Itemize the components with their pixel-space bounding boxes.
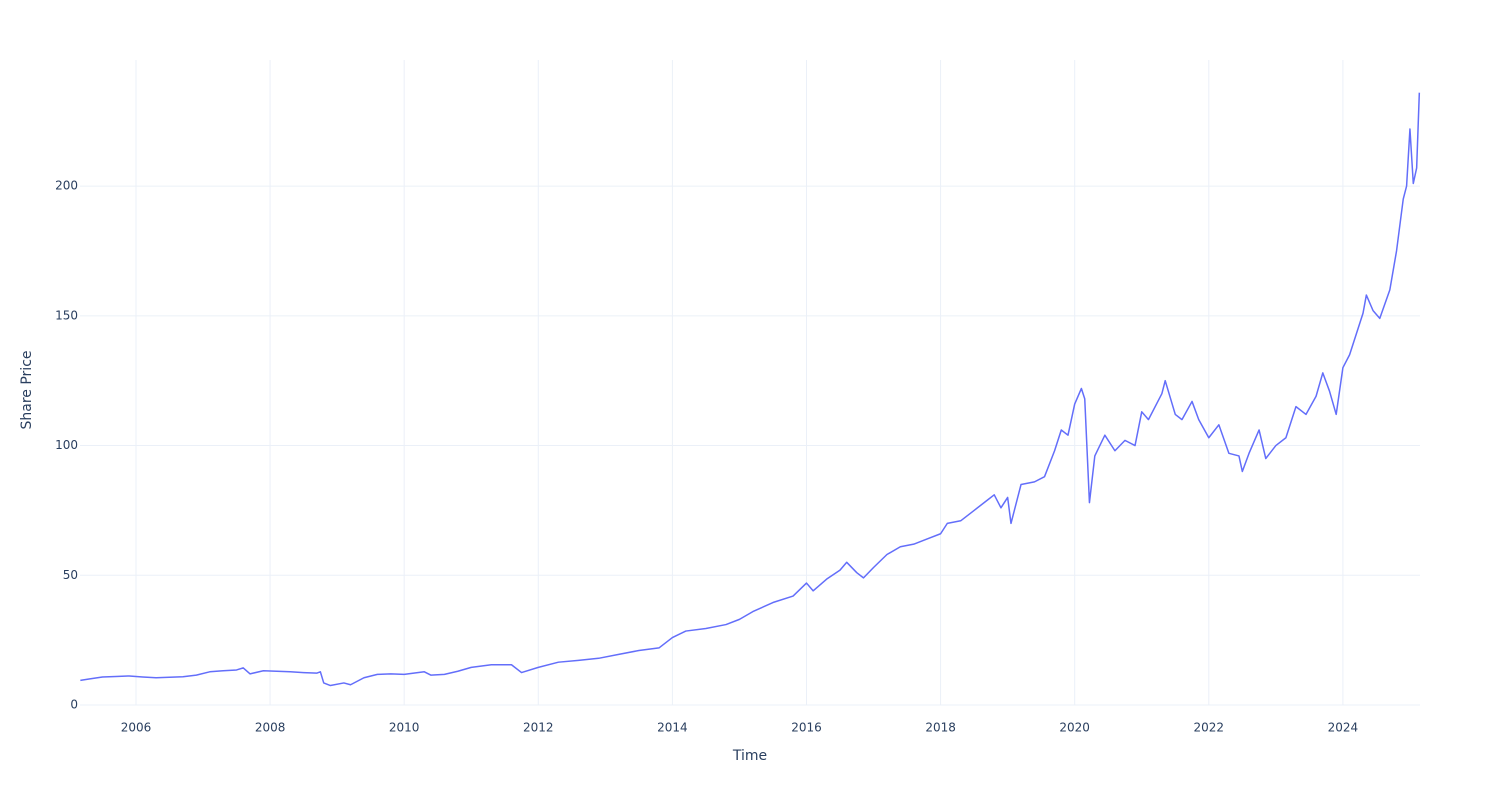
y-tick-label: 50 — [63, 568, 78, 582]
x-tick-label: 2022 — [1194, 721, 1225, 735]
x-tick-label: 2014 — [657, 721, 688, 735]
y-tick-label: 150 — [55, 308, 78, 322]
x-tick-label: 2008 — [255, 721, 286, 735]
x-tick-label: 2006 — [121, 721, 152, 735]
x-tick-label: 2016 — [791, 721, 822, 735]
y-tick-label: 0 — [70, 698, 78, 712]
x-axis-title: Time — [732, 748, 767, 764]
y-tick-label: 200 — [55, 179, 78, 193]
x-tick-label: 2018 — [925, 721, 956, 735]
x-tick-label: 2010 — [389, 721, 420, 735]
price-line — [80, 92, 1421, 687]
y-tick-label: 100 — [55, 438, 78, 452]
x-tick-label: 2020 — [1059, 721, 1090, 735]
x-tick-label: 2012 — [523, 721, 554, 735]
y-axis-title: Share Price — [19, 350, 35, 429]
x-tick-label: 2024 — [1328, 721, 1359, 735]
